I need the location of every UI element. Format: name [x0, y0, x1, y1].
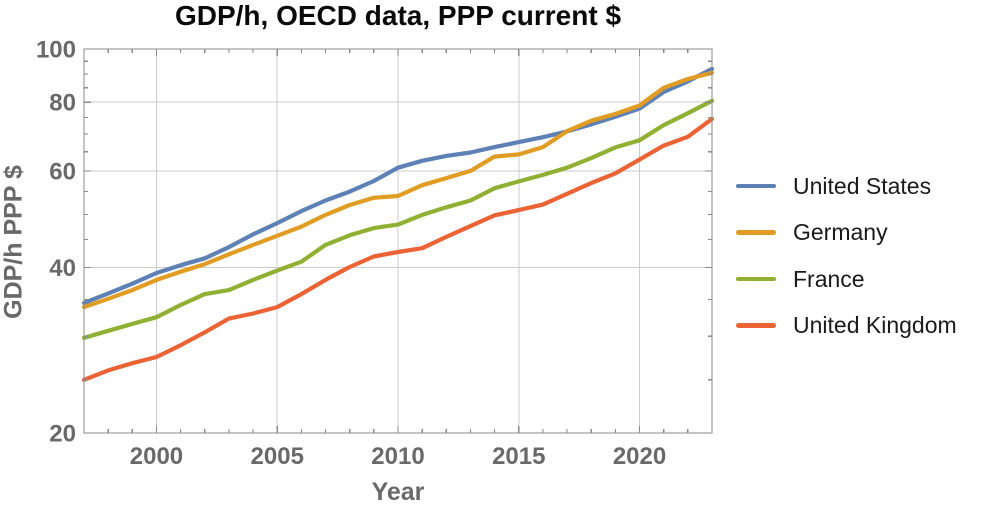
y-tick-label: 100 — [36, 37, 76, 64]
series-line-germany — [81, 70, 715, 310]
legend-item-united-states: United States — [736, 172, 957, 200]
chart-title: GDP/h, OECD data, PPP current $ — [174, 0, 622, 31]
legend-item-germany: Germany — [736, 219, 957, 247]
series-lines — [81, 66, 715, 382]
y-tick-label: 20 — [49, 421, 76, 448]
legend-swatch-france — [736, 276, 776, 282]
x-tick-label: 2000 — [130, 443, 183, 470]
y-tick-label: 40 — [49, 255, 76, 282]
legend-item-united-kingdom: United Kingdom — [736, 312, 957, 340]
series-line-united-states — [81, 66, 715, 305]
x-tick-label: 2010 — [371, 443, 424, 470]
chart-legend: United States Germany France United King… — [736, 172, 957, 358]
legend-swatch-united-kingdom — [736, 323, 776, 328]
plot-frame — [83, 48, 713, 434]
y-tick-label: 60 — [49, 158, 76, 185]
x-tick-label: 2015 — [492, 443, 545, 470]
y-axis-label: GDP/h PPP $ — [0, 165, 28, 319]
legend-swatch-germany — [736, 230, 776, 235]
legend-item-france: France — [736, 265, 957, 293]
series-line-france — [81, 98, 715, 340]
grid-lines — [84, 49, 712, 433]
y-tick-label: 80 — [49, 90, 76, 117]
legend-label: France — [793, 265, 865, 292]
legend-swatch-united-states — [736, 183, 776, 189]
series-line-united-kingdom — [81, 116, 715, 382]
legend-label: United Kingdom — [793, 312, 957, 338]
x-tick-label: 2020 — [613, 443, 666, 470]
legend-label: Germany — [793, 219, 888, 245]
x-axis-label: Year — [371, 478, 425, 506]
legend-label: United States — [793, 172, 932, 199]
x-tick-label: 2005 — [251, 443, 304, 470]
